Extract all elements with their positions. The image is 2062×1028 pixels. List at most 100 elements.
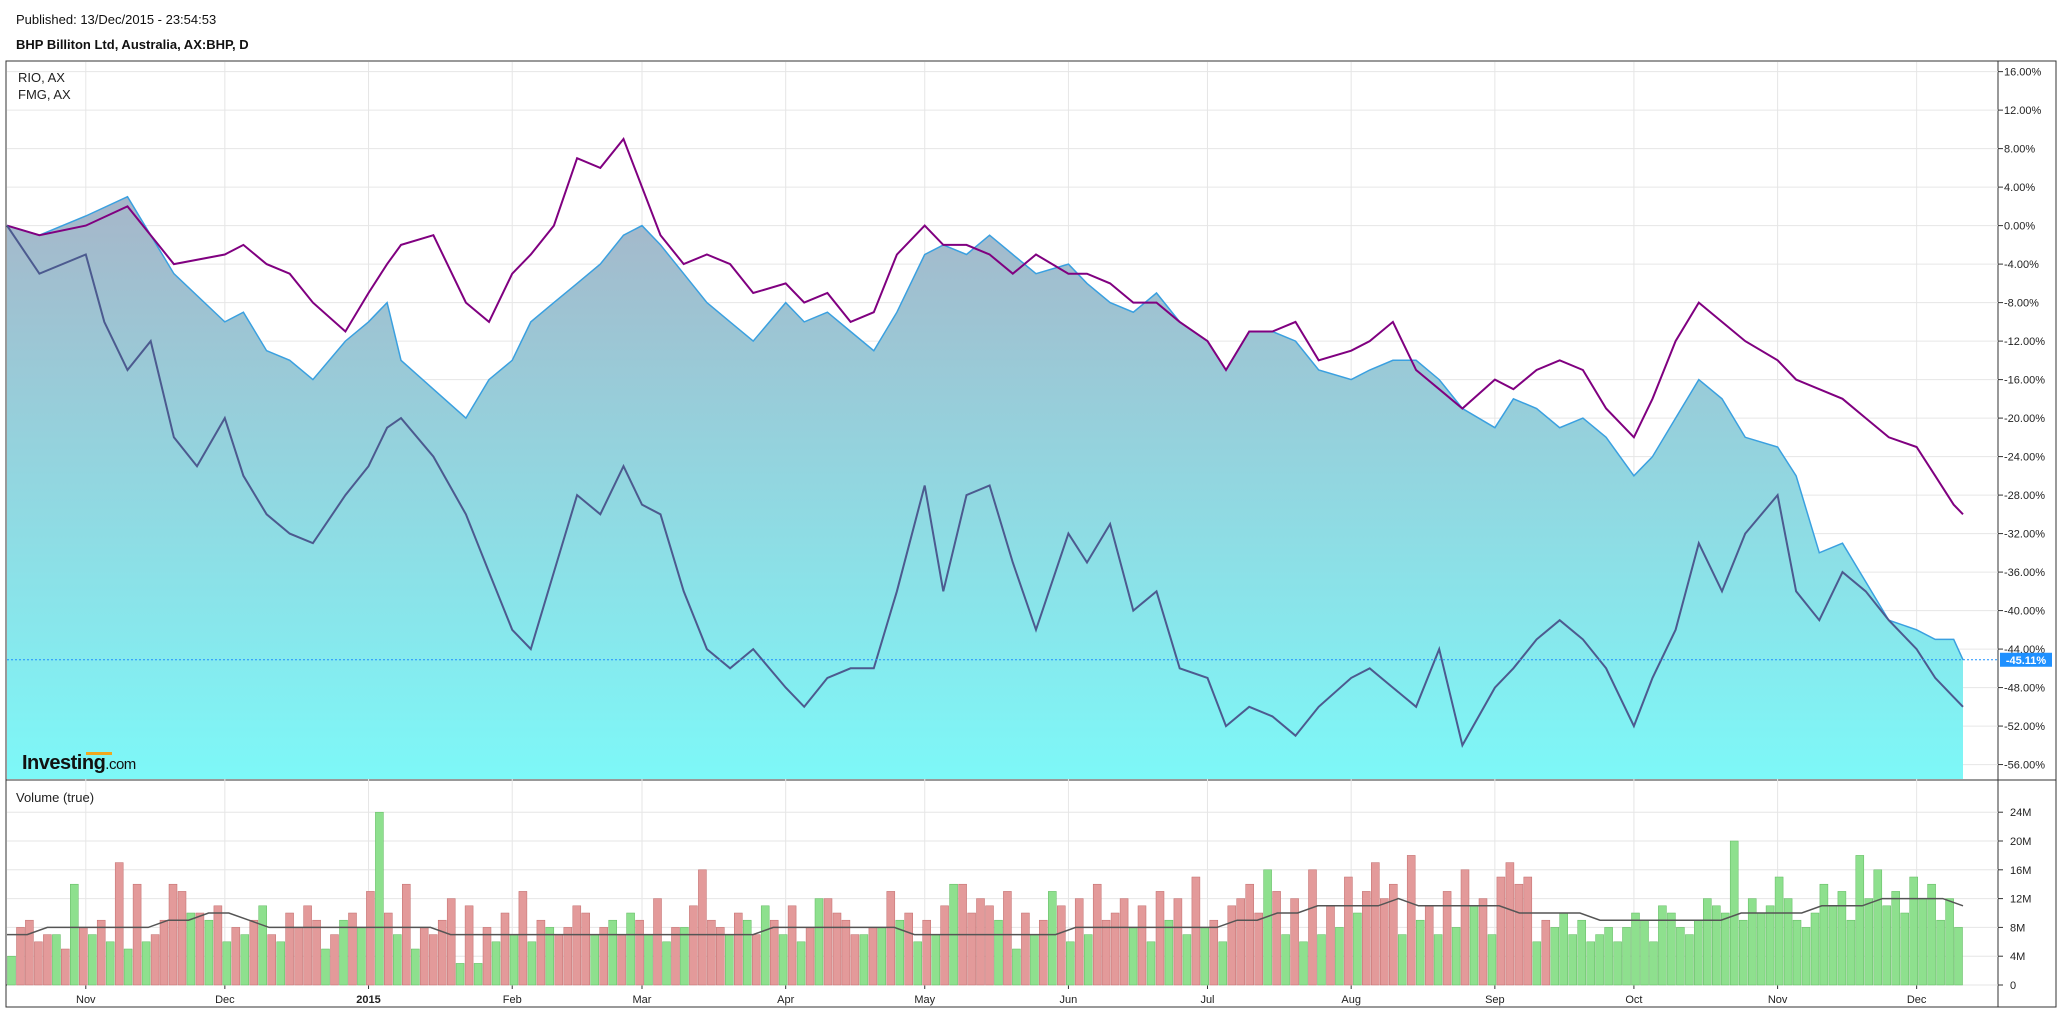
y-tick-label: -28.00% bbox=[2004, 490, 2045, 502]
fmg-series-line bbox=[6, 225, 1964, 749]
volume-bar-up bbox=[1550, 927, 1560, 986]
volume-bar-down bbox=[751, 934, 761, 986]
volume-bar-up bbox=[240, 934, 250, 986]
volume-bar-down bbox=[698, 869, 707, 986]
y-tick-label: -56.00% bbox=[2004, 760, 2045, 772]
x-tick-label: May bbox=[914, 994, 935, 1006]
volume-bar-down bbox=[1478, 898, 1488, 986]
volume-bar-up bbox=[778, 934, 788, 986]
volume-bar-up bbox=[222, 941, 232, 986]
volume-bar-down bbox=[1362, 891, 1371, 986]
volume-bar-up bbox=[1146, 941, 1156, 986]
volume-bar-up bbox=[7, 955, 16, 986]
volume-bar-up bbox=[1846, 919, 1856, 986]
rio-series-line bbox=[6, 137, 1964, 515]
volume-bar-down bbox=[1344, 876, 1353, 986]
volume-bar-up bbox=[1703, 898, 1712, 986]
volume-bar-up bbox=[859, 934, 869, 986]
volume-bar-down bbox=[25, 919, 34, 986]
volume-tick-label: 8M bbox=[2010, 922, 2025, 934]
volume-bar-down bbox=[967, 912, 976, 986]
volume-bar-down bbox=[114, 862, 124, 986]
volume-bar-down bbox=[922, 919, 931, 986]
volume-bar-up bbox=[1577, 919, 1586, 986]
volume-bar-up bbox=[1855, 855, 1865, 986]
volume-bar-up bbox=[1649, 941, 1658, 986]
volume-bar-up bbox=[814, 898, 824, 986]
volume-bar-down bbox=[464, 905, 474, 986]
volume-bar-down bbox=[635, 919, 644, 986]
volume-bar-up bbox=[1756, 912, 1766, 986]
volume-bar-up bbox=[1622, 927, 1631, 986]
y-tick-label: 0.00% bbox=[2004, 221, 2035, 233]
volume-bar-up bbox=[1900, 912, 1909, 986]
y-tick-label: 12.00% bbox=[2004, 105, 2042, 117]
volume-bar-down bbox=[1074, 898, 1084, 986]
volume-bar-down bbox=[671, 927, 680, 986]
volume-bar-up bbox=[1694, 919, 1703, 986]
x-tick-label: Sep bbox=[1485, 994, 1505, 1006]
current-value-badge bbox=[2000, 652, 2052, 667]
volume-bar-down bbox=[1371, 862, 1380, 986]
volume-bar-up bbox=[411, 948, 420, 986]
volume-bar-down bbox=[150, 934, 160, 986]
x-tick-label: Feb bbox=[503, 994, 522, 1006]
volume-bar-up bbox=[1819, 883, 1829, 986]
volume-bar-up bbox=[1765, 905, 1775, 986]
volume-bar-down bbox=[446, 898, 456, 986]
volume-bar-up bbox=[545, 927, 555, 986]
y-tick-label: -16.00% bbox=[2004, 375, 2045, 387]
y-tick-label: 16.00% bbox=[2004, 67, 2042, 79]
volume-bar-down bbox=[1290, 898, 1299, 986]
legend-item-fmg[interactable]: FMG, AX bbox=[18, 87, 71, 102]
volume-tick-label: 20M bbox=[2010, 836, 2031, 848]
volume-bar-down bbox=[707, 919, 716, 986]
volume-bar-up bbox=[1128, 927, 1138, 986]
volume-bar-up bbox=[662, 941, 671, 986]
volume-bar-down bbox=[563, 927, 573, 986]
chart-title: BHP Billiton Ltd, Australia, AX:BHP, D bbox=[16, 37, 249, 52]
volume-panel-label: Volume (true) bbox=[16, 790, 95, 805]
volume-bar-up bbox=[931, 934, 940, 986]
volume-bar-down bbox=[1254, 912, 1263, 986]
volume-bar-down bbox=[1389, 883, 1398, 986]
y-tick-label: -36.00% bbox=[2004, 567, 2045, 579]
volume-bar-up bbox=[1828, 905, 1838, 986]
volume-bar-down bbox=[1308, 869, 1317, 986]
x-tick-label: Nov bbox=[76, 994, 96, 1006]
volume-bar-up bbox=[141, 941, 151, 986]
volume-bar-down bbox=[1209, 919, 1219, 986]
volume-bar-up bbox=[1397, 934, 1407, 986]
volume-bar-up bbox=[357, 927, 366, 986]
volume-bar-down bbox=[79, 927, 88, 986]
bhp-series-line bbox=[6, 195, 1964, 661]
volume-bar-up bbox=[70, 883, 79, 986]
volume-bar-up bbox=[1837, 891, 1847, 986]
volume-bar-up bbox=[1335, 927, 1344, 986]
volume-bar-up bbox=[1317, 934, 1326, 986]
volume-bar-down bbox=[294, 927, 303, 986]
x-tick-label: Dec bbox=[1907, 994, 1927, 1006]
volume-bar-up bbox=[1613, 941, 1622, 986]
volume-bar-down bbox=[1191, 876, 1201, 986]
volume-bar-down bbox=[1021, 912, 1030, 986]
volume-bar-down bbox=[1406, 855, 1416, 986]
volume-tick-label: 16M bbox=[2010, 865, 2031, 877]
y-tick-label: -24.00% bbox=[2004, 452, 2045, 464]
legend-item-rio[interactable]: RIO, AX bbox=[18, 70, 65, 85]
volume-bar-up bbox=[1640, 919, 1649, 986]
volume-bar-up bbox=[1083, 934, 1093, 986]
volume-bar-up bbox=[1353, 912, 1362, 986]
volume-bar-up bbox=[1218, 941, 1228, 986]
volume-bar-up bbox=[1945, 898, 1954, 986]
volume-bar-up bbox=[796, 941, 806, 986]
y-tick-label: -40.00% bbox=[2004, 606, 2045, 618]
volume-bar-down bbox=[769, 919, 779, 986]
y-tick-label: -4.00% bbox=[2004, 259, 2039, 271]
volume-panel-frame bbox=[5, 779, 2057, 1008]
volume-bar-up bbox=[1451, 927, 1461, 986]
x-tick-label: Jun bbox=[1060, 994, 1078, 1006]
volume-bar-down bbox=[653, 898, 662, 986]
volume-bar-up bbox=[375, 811, 384, 986]
